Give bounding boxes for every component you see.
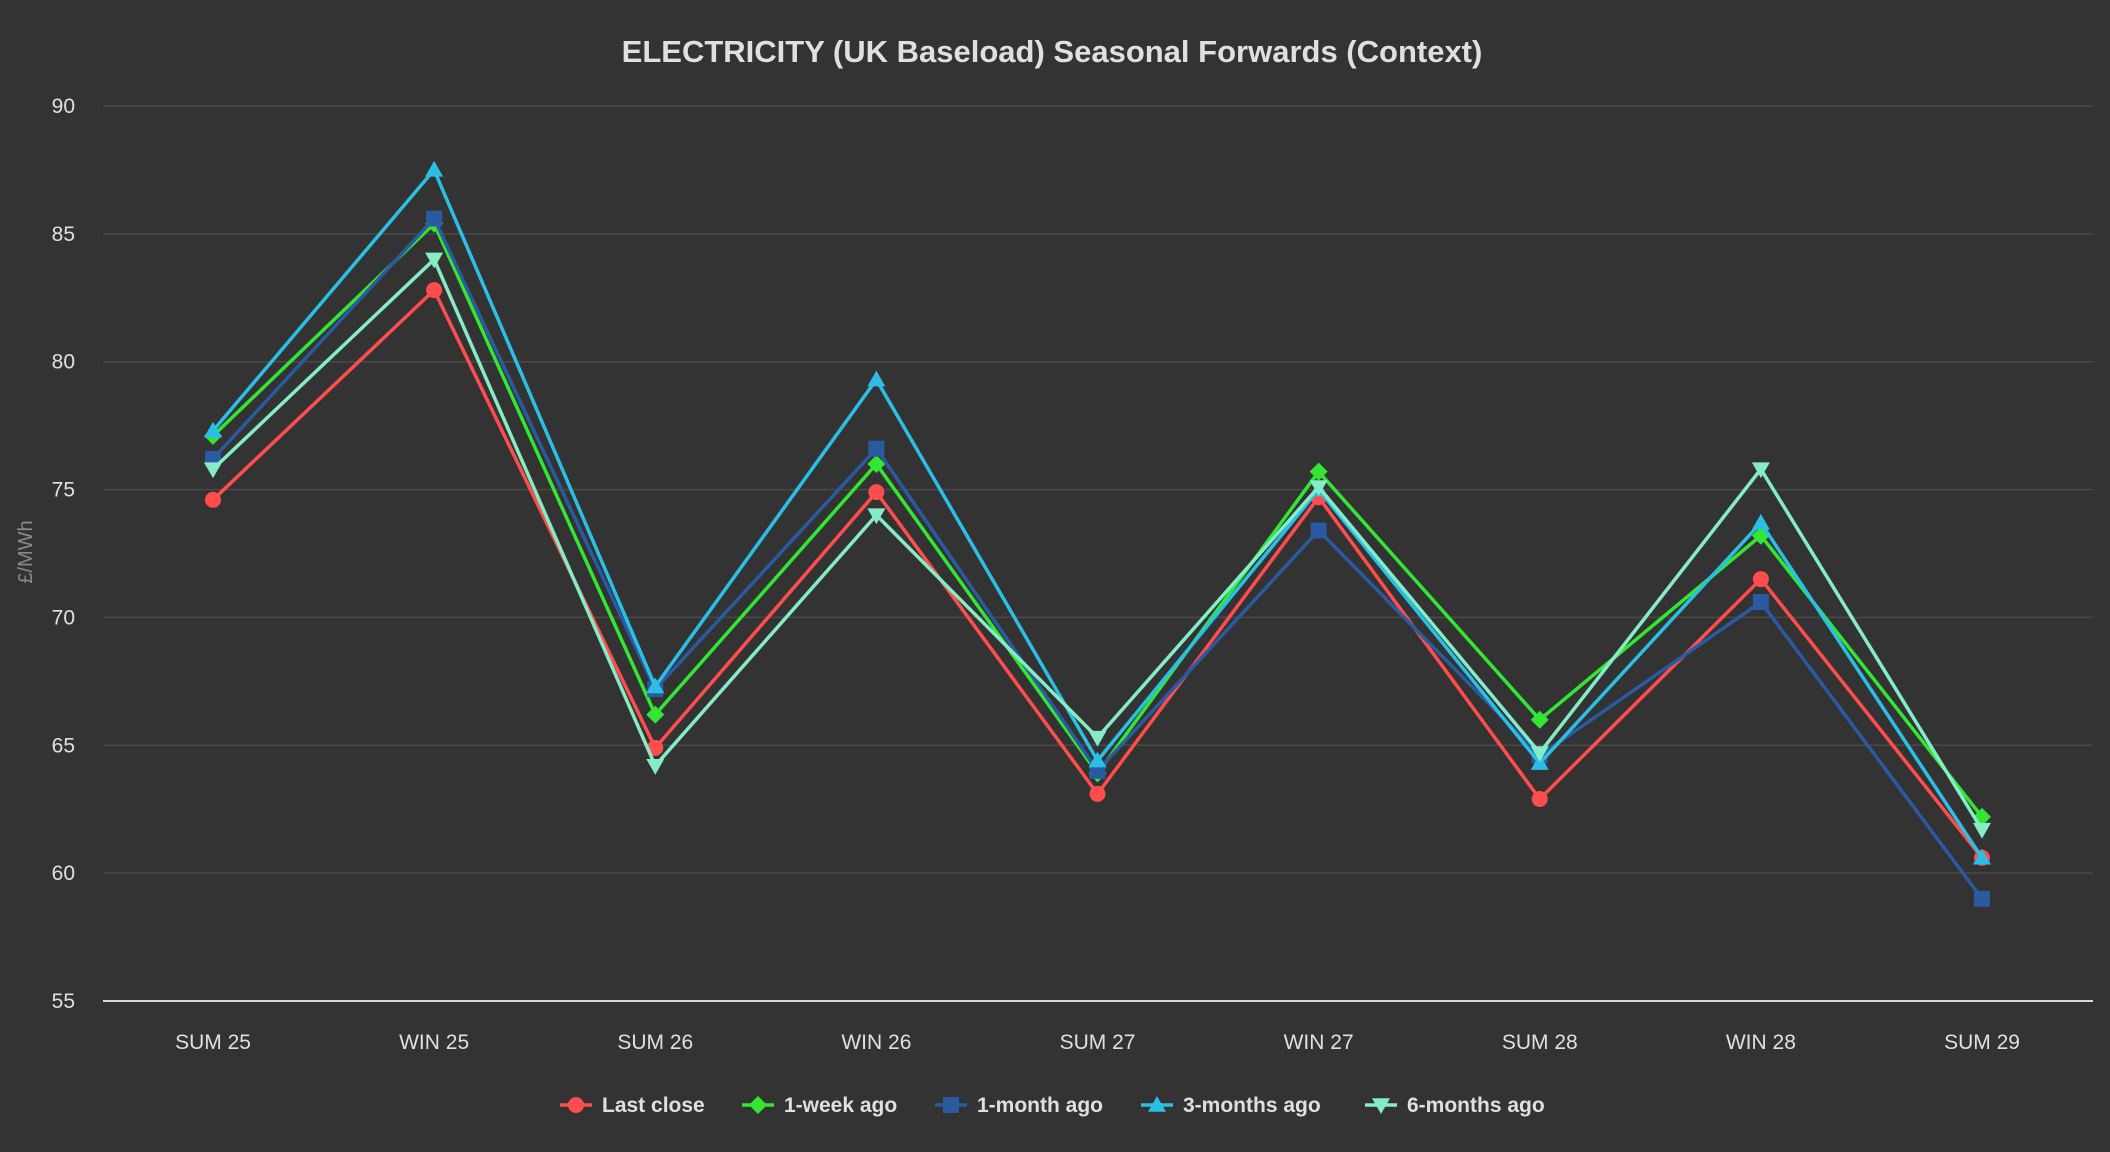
data-point xyxy=(1310,522,1327,539)
data-point xyxy=(1088,730,1107,747)
legend-item: Last close xyxy=(560,1094,705,1117)
data-point xyxy=(426,282,443,299)
data-point xyxy=(646,677,665,694)
legend-item: 1-month ago xyxy=(935,1094,1103,1117)
x-tick-label: WIN 25 xyxy=(399,1031,469,1054)
legend-label: 3-months ago xyxy=(1183,1094,1321,1117)
data-point xyxy=(1088,751,1107,768)
data-point xyxy=(204,421,222,438)
data-point xyxy=(647,739,664,756)
data-point xyxy=(1530,710,1549,729)
legend-item: 3-months ago xyxy=(1141,1094,1321,1117)
data-point xyxy=(1309,480,1328,497)
y-axis-ticks: 55 60 65 70 75 80 85 90 xyxy=(52,95,75,1013)
legend-marker xyxy=(1148,1096,1166,1112)
y-tick-label: 65 xyxy=(52,734,75,757)
data-point xyxy=(868,440,885,457)
x-tick-label: SUM 27 xyxy=(1060,1031,1136,1054)
data-point xyxy=(1973,848,1991,865)
y-tick-label: 55 xyxy=(52,990,75,1013)
y-tick-label: 60 xyxy=(52,862,75,885)
y-tick-label: 85 xyxy=(52,223,75,246)
x-tick-label: WIN 27 xyxy=(1284,1031,1354,1054)
data-point xyxy=(868,484,885,501)
legend-marker xyxy=(568,1097,584,1113)
data-point xyxy=(867,508,886,525)
data-point xyxy=(204,462,222,479)
legend-marker xyxy=(749,1096,767,1114)
data-point xyxy=(425,160,444,177)
data-point xyxy=(1531,790,1548,807)
data-point xyxy=(425,252,444,269)
x-axis-ticks: SUM 25 WIN 25 SUM 26 WIN 26 SUM 27 WIN 27 SUM … xyxy=(175,1031,2020,1054)
x-tick-label: SUM 28 xyxy=(1502,1031,1578,1054)
legend-marker xyxy=(943,1097,959,1113)
data-point xyxy=(1089,785,1106,802)
x-tick-label: SUM 26 xyxy=(617,1031,693,1054)
y-tick-label: 90 xyxy=(52,95,75,118)
data-point xyxy=(205,491,221,508)
data-point xyxy=(1530,754,1549,770)
data-point xyxy=(1309,462,1328,481)
data-point xyxy=(646,758,665,775)
data-point xyxy=(1973,822,1991,839)
legend-label: Last close xyxy=(602,1094,705,1117)
y-tick-label: 80 xyxy=(52,351,75,374)
legend-label: 6-months ago xyxy=(1407,1094,1545,1117)
x-tick-label: WIN 26 xyxy=(841,1031,911,1054)
y-axis-title: £/MWh xyxy=(15,520,37,583)
data-point xyxy=(1530,746,1549,762)
data-point xyxy=(1751,513,1770,530)
data-point xyxy=(646,705,665,724)
x-tick-label: WIN 28 xyxy=(1726,1031,1796,1054)
data-point xyxy=(1752,571,1769,588)
legend-label: 1-month ago xyxy=(977,1094,1103,1117)
x-tick-label: SUM 25 xyxy=(175,1031,251,1054)
series-4 xyxy=(204,252,1991,839)
legend-label: 1-week ago xyxy=(784,1094,897,1117)
data-point xyxy=(867,370,886,387)
y-tick-label: 70 xyxy=(52,606,75,629)
x-tick-label: SUM 29 xyxy=(1944,1031,2020,1054)
data-point xyxy=(1751,462,1770,479)
legend-item: 6-months ago xyxy=(1365,1094,1545,1117)
legend-marker xyxy=(1372,1098,1390,1114)
legend-item: 1-week ago xyxy=(742,1094,897,1117)
series-layer xyxy=(204,160,1991,907)
legend: Last close 1-week ago 1-month ago 3-months … xyxy=(560,1094,1545,1117)
data-point xyxy=(426,210,443,227)
chart-title: ELECTRICITY (UK Baseload) Seasonal Forwa… xyxy=(622,34,1483,69)
data-point xyxy=(867,455,886,473)
data-point xyxy=(1752,594,1769,611)
y-tick-label: 75 xyxy=(52,479,75,502)
data-point xyxy=(1974,890,1990,907)
